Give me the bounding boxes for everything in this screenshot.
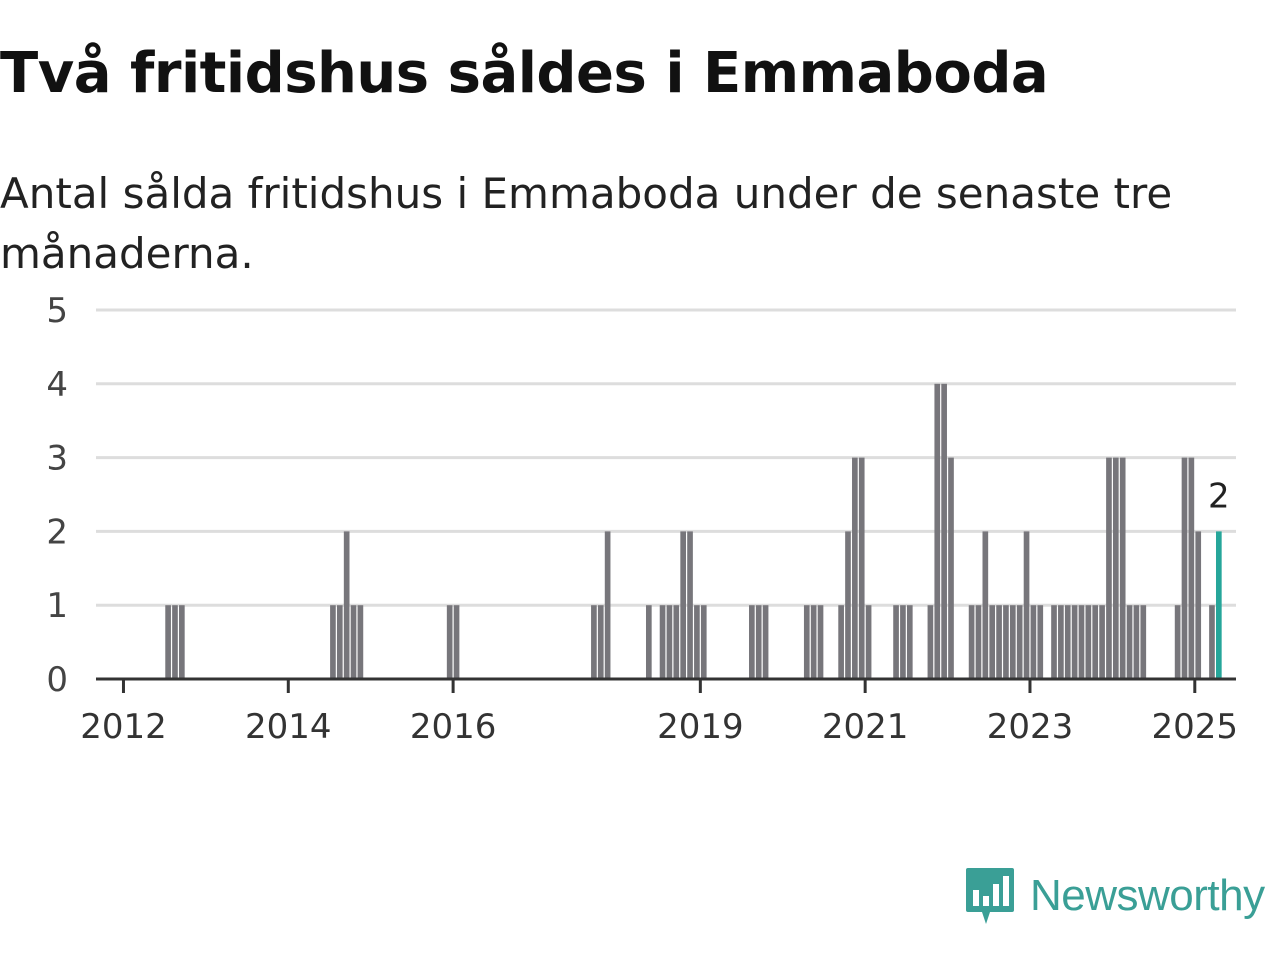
y-tick-label: 4: [46, 365, 68, 405]
bar: [1064, 605, 1071, 679]
bar: [1106, 457, 1112, 679]
bar: [968, 605, 975, 679]
bar: [817, 605, 824, 679]
bar: [1112, 457, 1119, 679]
y-tick-label: 5: [46, 291, 68, 331]
x-axis-labels: 2012 2014 2016 2019 2021 2023 2025: [80, 707, 1238, 747]
bars: [165, 383, 1222, 679]
newsworthy-logo-icon: [966, 868, 1014, 924]
bar: [858, 457, 865, 679]
x-tick-label: 2023: [987, 707, 1074, 747]
bar: [330, 605, 336, 679]
bar: [336, 605, 343, 679]
bar: [838, 605, 844, 679]
chart-title: Två fritidshus såldes i Emmaboda: [0, 41, 1049, 106]
x-tick-label: 2016: [410, 707, 497, 747]
bar: [350, 605, 357, 679]
bar: [453, 605, 460, 679]
bar: [948, 457, 954, 679]
bar: [1037, 605, 1044, 679]
bar: [1195, 531, 1202, 679]
bar: [1181, 457, 1188, 679]
bar: [446, 605, 453, 679]
bar: [1085, 605, 1092, 679]
bar: [694, 605, 700, 679]
y-tick-label: 2: [46, 512, 68, 552]
bar: [357, 605, 364, 679]
annotations: 2: [1208, 476, 1230, 516]
bar: [1119, 457, 1126, 679]
bar: [179, 605, 185, 679]
bar: [845, 531, 851, 679]
bar: [982, 531, 989, 679]
bar: [927, 605, 934, 679]
bar-chart: 0 1 2 3 4 5 2012 2014 2016 2019 2021 2023 2025 2: [46, 291, 1238, 747]
gridlines: [96, 308, 1236, 607]
bar: [934, 383, 941, 679]
bar: [1209, 605, 1215, 679]
x-axis: [96, 677, 1236, 693]
bar: [1126, 605, 1133, 679]
bar: [941, 383, 947, 679]
bar: [1133, 605, 1140, 679]
y-axis-labels: 0 1 2 3 4 5: [46, 291, 68, 700]
bar: [659, 605, 666, 679]
data-label: 2: [1208, 476, 1230, 516]
bar: [680, 531, 687, 679]
bar: [1030, 605, 1037, 679]
x-tick-label: 2012: [80, 707, 167, 747]
bar: [666, 605, 673, 679]
bar: [165, 605, 171, 679]
y-tick-label: 1: [46, 586, 68, 626]
bar: [1003, 605, 1009, 679]
bar: [1051, 605, 1057, 679]
bar: [975, 605, 982, 679]
bar: [700, 605, 707, 679]
brand-logo: Newsworthy: [964, 864, 1265, 928]
x-tick-label: 2019: [657, 707, 744, 747]
bar: [989, 605, 996, 679]
bar: [852, 457, 858, 679]
bar: [1009, 605, 1016, 679]
bar: [343, 531, 350, 679]
bar: [1078, 605, 1085, 679]
y-tick-label: 3: [46, 439, 68, 479]
bar: [604, 531, 611, 679]
bar: [1092, 605, 1099, 679]
bar: [996, 605, 1002, 679]
y-tick-label: 0: [46, 660, 68, 700]
bar: [749, 605, 755, 679]
bar: [172, 605, 178, 679]
bar: [810, 605, 817, 679]
bar: [1016, 605, 1023, 679]
bar: [673, 605, 680, 679]
bar: [893, 605, 899, 679]
x-tick-label: 2025: [1152, 707, 1239, 747]
bar: [1058, 605, 1064, 679]
bar: [1023, 531, 1030, 679]
bar: [1188, 457, 1195, 679]
x-tick-label: 2021: [822, 707, 909, 747]
bar: [597, 605, 604, 679]
bar: [1071, 605, 1078, 679]
x-tick-label: 2014: [245, 707, 332, 747]
bar: [1140, 605, 1147, 679]
bar: [762, 605, 769, 679]
bar: [900, 605, 906, 679]
bar: [645, 605, 652, 679]
bar: [687, 531, 693, 679]
bar-highlight: [1215, 531, 1222, 679]
bar: [755, 605, 762, 679]
chart-subtitle: Antal sålda fritidshus i Emmaboda under …: [0, 169, 1173, 278]
bar: [1174, 605, 1181, 679]
bar: [1099, 605, 1105, 679]
bar: [865, 605, 872, 679]
bar: [591, 605, 597, 679]
bar: [803, 605, 810, 679]
bar: [906, 605, 913, 679]
brand-name: Newsworthy: [1030, 871, 1265, 920]
